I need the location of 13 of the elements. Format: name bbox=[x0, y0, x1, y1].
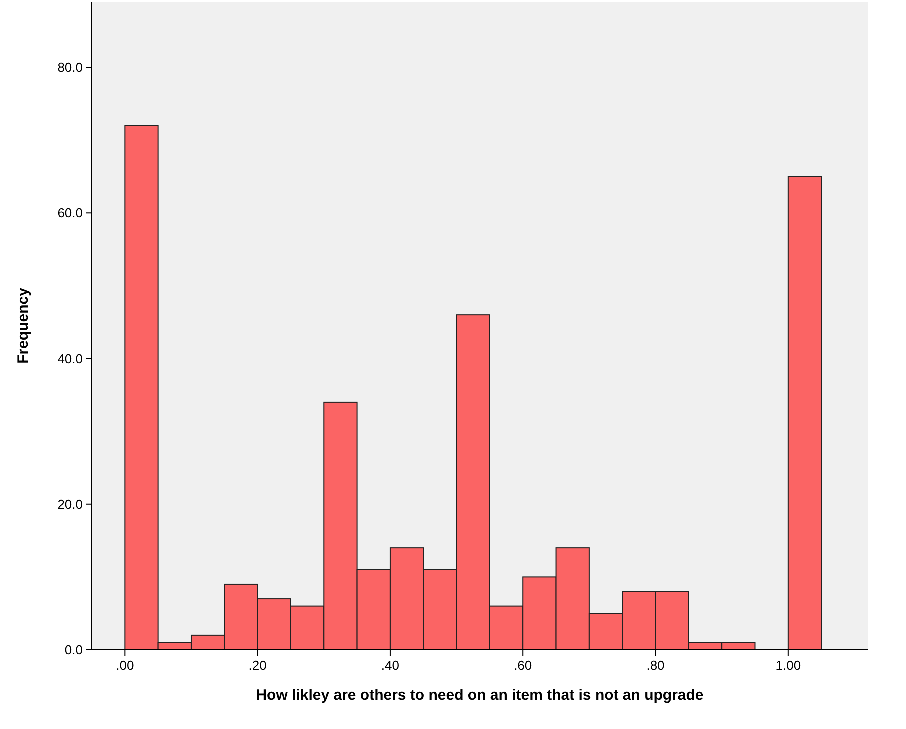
x-tick-label: .40 bbox=[381, 658, 400, 673]
y-axis-title: Frequency bbox=[15, 287, 32, 364]
y-tick-label: 40.0 bbox=[58, 351, 83, 366]
x-tick-label: 1.00 bbox=[776, 658, 802, 673]
x-tick-label: .60 bbox=[514, 658, 532, 673]
y-tick-label: 60.0 bbox=[58, 206, 83, 221]
y-tick-label: 20.0 bbox=[58, 496, 83, 512]
x-tick-label: .20 bbox=[248, 658, 267, 673]
y-tick-label: 80.0 bbox=[58, 60, 83, 76]
y-tick-label: 0.0 bbox=[64, 642, 83, 658]
x-axis-title: How likley are others to need on an item that is not an upgrade bbox=[256, 687, 704, 704]
x-tick-label: .80 bbox=[646, 658, 665, 673]
x-tick-label: .00 bbox=[116, 658, 134, 673]
